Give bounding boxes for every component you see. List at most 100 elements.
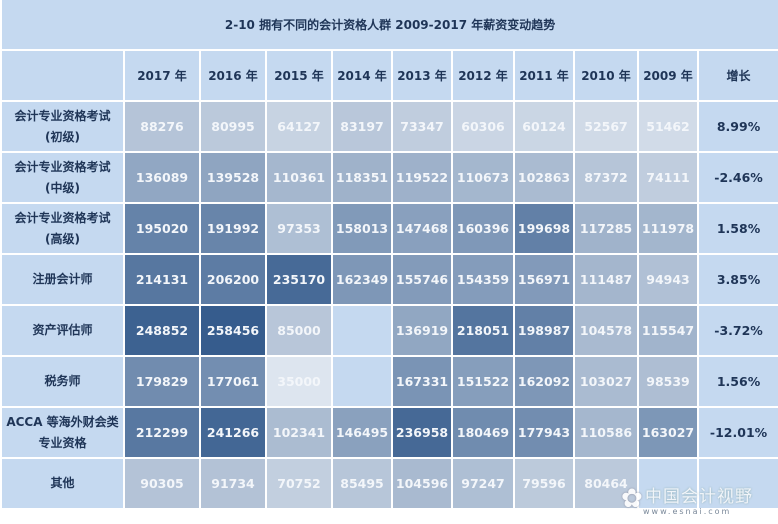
- column-header: 2016 年: [199, 49, 267, 102]
- corner-cell: [0, 49, 125, 102]
- heatmap-cell: 177943: [513, 406, 575, 459]
- heatmap-cell: 155746: [391, 253, 453, 306]
- heatmap-cell: 60306: [451, 100, 515, 153]
- row-label-line: 会计专业资格考试: [14, 210, 111, 225]
- heatmap-cell: 136919: [391, 304, 453, 357]
- heatmap-cell: 115547: [637, 304, 699, 357]
- heatmap-cell: 167331: [391, 355, 453, 408]
- row-label-line: 税务师: [44, 374, 81, 388]
- row-label-line: 其他: [50, 476, 75, 490]
- table-row: 会计专业资格考试 (高级) 195020 191992 97353 158013 14746…: [0, 202, 778, 255]
- heatmap-cell: 52567: [573, 100, 639, 153]
- salary-heatmap-table: 2-10 拥有不同的会计资格人群 2009-2017 年薪资变动趋势 2017 …: [0, 0, 778, 510]
- heatmap-cell: 73347: [391, 100, 453, 153]
- table-row: 注册会计师 214131 206200 235170 162349 155746 15435…: [0, 253, 778, 306]
- heatmap-cell: 110673: [451, 151, 515, 204]
- row-label: 税务师: [0, 355, 125, 408]
- heatmap-cell: 111978: [637, 202, 699, 255]
- column-header: 2011 年: [513, 49, 575, 102]
- table-row: 会计专业资格考试 (中级) 136089 139528 110361 118351 1195…: [0, 151, 778, 204]
- row-label: 注册会计师: [0, 253, 125, 306]
- heatmap-cell: 79596: [513, 457, 575, 510]
- heatmap-cell: 98539: [637, 355, 699, 408]
- heatmap-cell: 118351: [331, 151, 393, 204]
- heatmap-cell: 179829: [123, 355, 201, 408]
- row-label: 资产评估师: [0, 304, 125, 357]
- table-row: 会计专业资格考试 (初级) 88276 80995 64127 83197 73347 603…: [0, 100, 778, 153]
- header-row: 2017 年 2016 年 2015 年 2014 年 2013 年 2012 年 2011…: [0, 49, 778, 102]
- heatmap-cell: 80464: [573, 457, 639, 510]
- growth-cell: 1.58%: [696, 202, 778, 255]
- heatmap-cell: 212299: [123, 406, 201, 459]
- heatmap-cell: 97247: [451, 457, 515, 510]
- heatmap-cell: 119522: [391, 151, 453, 204]
- column-header: 2014 年: [331, 49, 393, 102]
- column-header: 2015 年: [265, 49, 333, 102]
- column-header: 2013 年: [391, 49, 453, 102]
- row-label-line: 会计专业资格考试: [14, 108, 111, 123]
- heatmap-cell: 154359: [451, 253, 515, 306]
- heatmap-cell: 51462: [637, 100, 699, 153]
- heatmap-cell: 139528: [199, 151, 267, 204]
- heatmap-cell: 158013: [331, 202, 393, 255]
- table-row: ACCA 等海外财会类 专业资格 212299 241266 102341 146495 2…: [0, 406, 778, 459]
- column-header: 2017 年: [123, 49, 201, 102]
- heatmap-cell: 80995: [199, 100, 267, 153]
- heatmap-cell: 160396: [451, 202, 515, 255]
- heatmap-cell: 85495: [331, 457, 393, 510]
- heatmap-cell: 91734: [199, 457, 267, 510]
- heatmap-cell: 206200: [199, 253, 267, 306]
- row-label: 会计专业资格考试 (初级): [0, 100, 125, 153]
- heatmap-cell: 191992: [199, 202, 267, 255]
- heatmap-cell: [637, 457, 699, 510]
- heatmap-cell: 214131: [123, 253, 201, 306]
- heatmap-cell: 151522: [451, 355, 515, 408]
- heatmap-cell: 60124: [513, 100, 575, 153]
- heatmap-cell: 90305: [123, 457, 201, 510]
- row-label-line: 专业资格: [38, 435, 87, 450]
- row-label-line: 注册会计师: [32, 272, 93, 286]
- row-label-line: 资产评估师: [32, 323, 93, 337]
- column-header: 2010 年: [573, 49, 639, 102]
- row-label: ACCA 等海外财会类 专业资格: [0, 406, 125, 459]
- heatmap-cell: 35000: [265, 355, 333, 408]
- heatmap-cell: 163027: [637, 406, 699, 459]
- heatmap-cell: 70752: [265, 457, 333, 510]
- column-header: 2009 年: [637, 49, 699, 102]
- heatmap-cell: 199698: [513, 202, 575, 255]
- table-row: 税务师 179829 177061 35000 167331 151522 162092 10…: [0, 355, 778, 408]
- heatmap-cell: 147468: [391, 202, 453, 255]
- growth-header: 增长: [696, 49, 778, 102]
- row-label-line: ACCA 等海外财会类: [6, 414, 119, 429]
- heatmap-cell: 248852: [123, 304, 201, 357]
- table-row: 其他 90305 91734 70752 85495 104596 97247 79596 80…: [0, 457, 778, 510]
- heatmap-cell: 94943: [637, 253, 699, 306]
- heatmap-cell: 258456: [199, 304, 267, 357]
- heatmap-cell: 102863: [513, 151, 575, 204]
- table-row: 资产评估师 248852 258456 85000 136919 218051 198987…: [0, 304, 778, 357]
- heatmap-cell: [331, 304, 393, 357]
- heatmap-cell: 83197: [331, 100, 393, 153]
- heatmap-cell: 162092: [513, 355, 575, 408]
- heatmap-cell: 104596: [391, 457, 453, 510]
- row-label-line: (高级): [45, 231, 80, 246]
- heatmap-cell: 156971: [513, 253, 575, 306]
- heatmap-cell: 235170: [265, 253, 333, 306]
- row-label: 会计专业资格考试 (中级): [0, 151, 125, 204]
- heatmap-cell: 146495: [331, 406, 393, 459]
- heatmap-cell: 64127: [265, 100, 333, 153]
- table-title: 2-10 拥有不同的会计资格人群 2009-2017 年薪资变动趋势: [0, 0, 778, 51]
- growth-cell: [696, 457, 778, 510]
- heatmap-cell: 177061: [199, 355, 267, 408]
- row-label: 会计专业资格考试 (高级): [0, 202, 125, 255]
- row-label-line: (中级): [45, 180, 80, 195]
- heatmap-cell: 87372: [573, 151, 639, 204]
- heatmap-cell: 97353: [265, 202, 333, 255]
- heatmap-cell: 88276: [123, 100, 201, 153]
- heatmap-cell: 136089: [123, 151, 201, 204]
- heatmap-cell: 102341: [265, 406, 333, 459]
- heatmap-cell: [331, 355, 393, 408]
- heatmap-cell: 111487: [573, 253, 639, 306]
- row-label: 其他: [0, 457, 125, 510]
- heatmap-cell: 218051: [451, 304, 515, 357]
